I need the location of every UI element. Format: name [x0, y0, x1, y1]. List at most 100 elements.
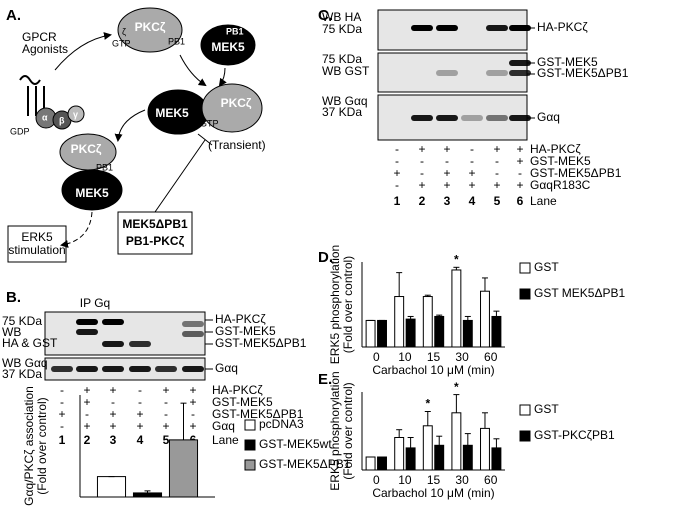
- band: [509, 70, 531, 76]
- label: α: [42, 112, 48, 122]
- lane-number: 5: [494, 194, 501, 208]
- legend-swatch: [244, 439, 256, 451]
- sign: -: [138, 383, 142, 397]
- mek5-blob: [200, 24, 256, 66]
- row-label: GST-MEK5ΔPB1: [530, 166, 622, 180]
- bar: [377, 319, 387, 348]
- label: ζ: [122, 26, 126, 36]
- label: ERK5: [21, 230, 53, 244]
- sign: +: [109, 419, 116, 433]
- blot-left-label: HA & GST: [2, 336, 58, 350]
- blot-left-label: WB HA: [322, 10, 361, 24]
- sign: -: [395, 142, 399, 156]
- sign: -: [85, 407, 89, 421]
- row-label: GαqR183C: [530, 178, 591, 192]
- lane-label: Lane: [212, 433, 239, 447]
- legend-label: GST: [534, 402, 559, 416]
- band: [486, 70, 508, 76]
- band: [155, 366, 177, 372]
- band-label: Gαq: [537, 110, 560, 124]
- y-axis-label: ERK5 phosphorylation: [328, 371, 342, 490]
- bar: [405, 318, 416, 348]
- legend-label: GST MEK5ΔPB1: [534, 286, 625, 300]
- annotation: *: [425, 397, 430, 411]
- band: [182, 331, 204, 337]
- lane-number: 2: [84, 433, 91, 447]
- sign: +: [418, 142, 425, 156]
- sign: -: [495, 166, 499, 180]
- arrow: [179, 54, 207, 87]
- band: [509, 25, 531, 31]
- band: [411, 115, 433, 121]
- label: MEK5: [211, 40, 245, 54]
- sign: -: [420, 166, 424, 180]
- lane-number: 1: [59, 433, 66, 447]
- blot-left-label: WB Gαq: [2, 356, 48, 370]
- lane-number: 1: [394, 194, 401, 208]
- y-axis-label: ERK5 phosphorylation: [328, 245, 342, 364]
- x-tick-label: 15: [427, 350, 441, 364]
- lane-number: 4: [137, 433, 144, 447]
- blot-left-label: 75 KDa: [2, 314, 42, 328]
- sign: +: [189, 395, 196, 409]
- label: MEK5: [75, 186, 109, 200]
- panel-label: E.: [318, 371, 332, 388]
- sign: +: [443, 178, 450, 192]
- bar: [480, 290, 490, 348]
- band-label: HA-PKCζ: [537, 20, 588, 34]
- label: Agonists: [22, 42, 68, 56]
- band: [486, 25, 508, 31]
- arrow: [114, 109, 146, 142]
- sign: +: [162, 383, 169, 397]
- sign: +: [83, 383, 90, 397]
- row-label: HA-PKCζ: [530, 142, 581, 156]
- row-label: HA-PKCζ: [212, 383, 263, 397]
- band: [436, 115, 458, 121]
- sign: -: [164, 395, 168, 409]
- sign: -: [191, 407, 195, 421]
- sign: -: [60, 383, 64, 397]
- sign: -: [470, 154, 474, 168]
- box: [117, 211, 193, 255]
- sign: +: [393, 166, 400, 180]
- band: [509, 60, 531, 66]
- label: GTP: [112, 38, 131, 48]
- lane-number: 4: [469, 194, 476, 208]
- panel-a: A. GPCR Agonists α β γ GDP PKCζ PB1 GTP …: [6, 7, 266, 263]
- sign: +: [109, 407, 116, 421]
- lane-number: 2: [419, 194, 426, 208]
- blot-left-label: 37 KDa: [2, 367, 42, 381]
- arrow: [218, 67, 227, 87]
- band-label: Gαq: [215, 361, 238, 375]
- bar: [394, 296, 405, 348]
- bar: [422, 425, 433, 471]
- band: [486, 115, 508, 121]
- x-tick-label: 0: [373, 350, 380, 364]
- sign: -: [111, 395, 115, 409]
- row-label: GST-MEK5: [530, 154, 591, 168]
- label: GTP: [200, 118, 219, 128]
- band: [461, 115, 483, 121]
- legend-swatch: [519, 404, 531, 416]
- label: PKCζ: [135, 20, 166, 34]
- sign: +: [516, 154, 523, 168]
- sign: -: [395, 178, 399, 192]
- label: PB1-PKCζ: [126, 234, 185, 248]
- blot: [44, 311, 206, 356]
- label: MEK5ΔPB1: [122, 217, 188, 231]
- legend-swatch: [244, 419, 256, 431]
- bar: [168, 439, 199, 498]
- x-tick-label: 60: [484, 350, 498, 364]
- band: [129, 366, 151, 372]
- pkc-blob: [201, 83, 263, 133]
- sign: -: [164, 407, 168, 421]
- sign: -: [445, 154, 449, 168]
- x-tick-label: 10: [398, 350, 412, 364]
- x-tick-label: 10: [398, 473, 412, 487]
- blot-left-label: WB Gαq: [322, 94, 368, 108]
- band: [76, 329, 98, 335]
- row-label: GST-MEK5: [212, 395, 273, 409]
- band-label: GST-MEK5: [537, 55, 598, 69]
